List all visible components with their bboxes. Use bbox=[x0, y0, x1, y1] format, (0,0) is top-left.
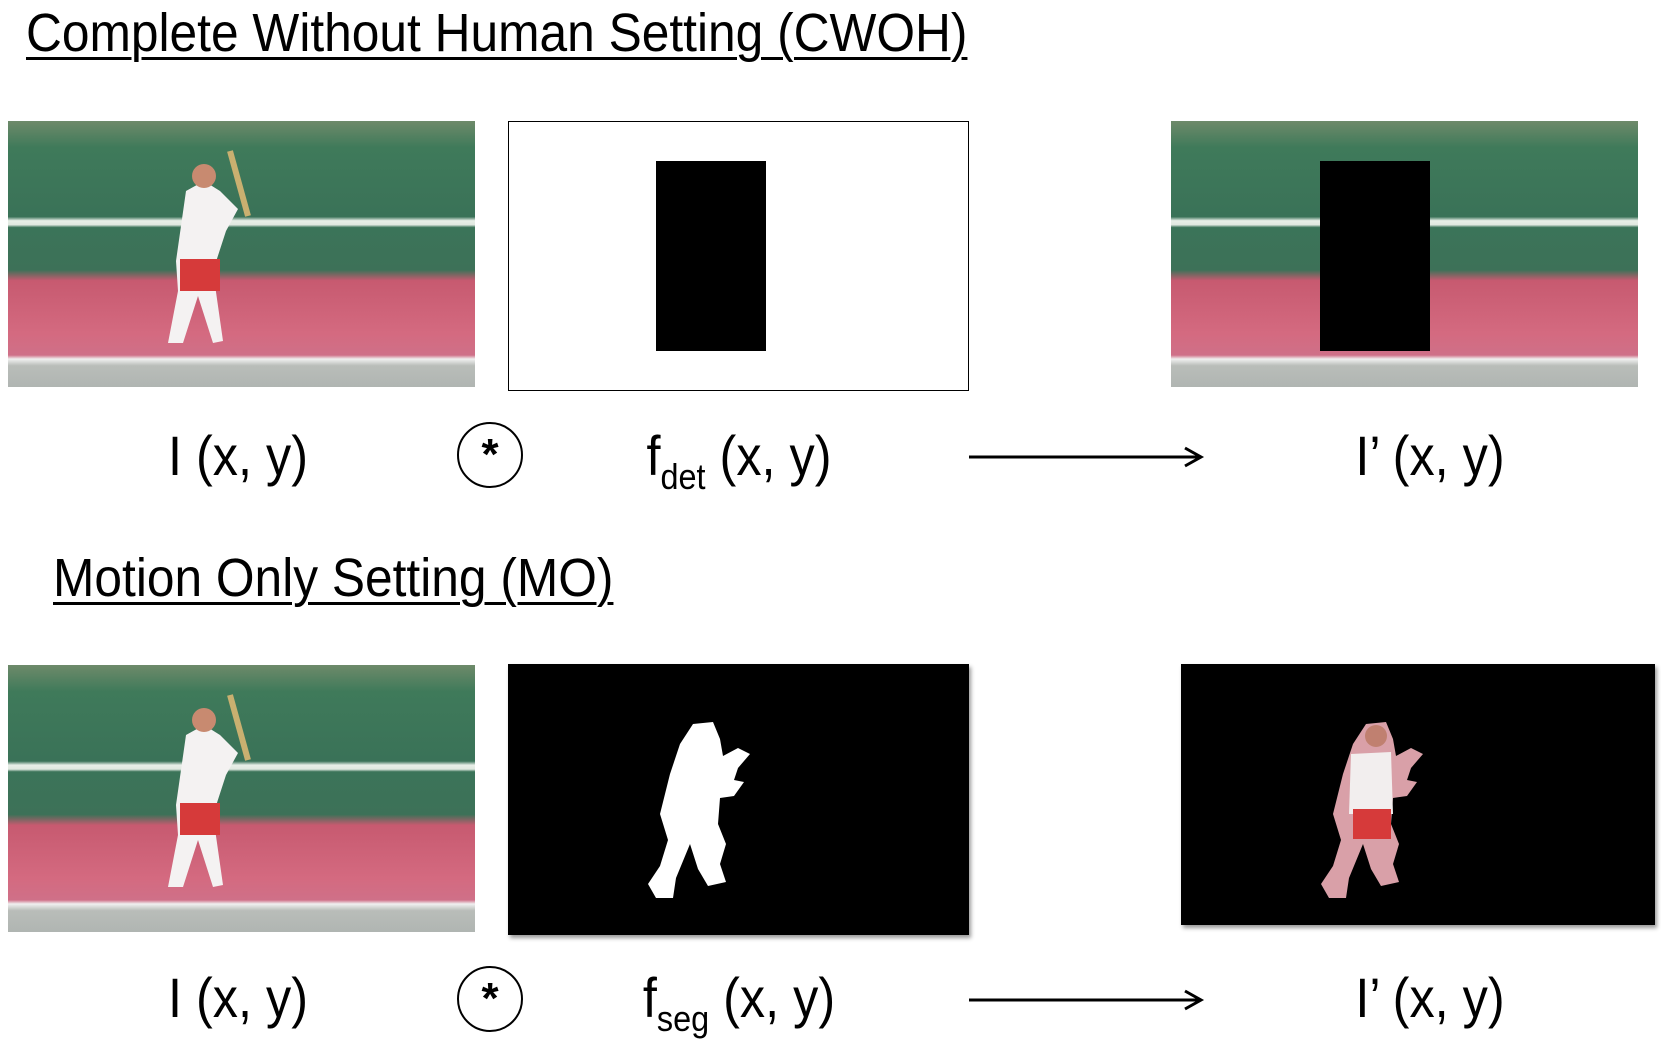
filter-base: f bbox=[646, 424, 661, 487]
segmented-player bbox=[1321, 722, 1423, 898]
filter-args: (x, y) bbox=[709, 966, 836, 1029]
operator-symbol: * bbox=[481, 430, 499, 479]
tennis-player-figure bbox=[168, 150, 251, 343]
segmentation-filter-mask bbox=[508, 664, 969, 935]
operator-symbol: * bbox=[481, 974, 499, 1023]
filter-args: (x, y) bbox=[705, 424, 832, 487]
input-frame-tennis bbox=[8, 665, 475, 932]
input-label: I (x, y) bbox=[168, 424, 308, 487]
arrow-right-icon bbox=[969, 989, 1205, 1011]
human-silhouette bbox=[648, 722, 750, 898]
convolution-operator-icon: * bbox=[457, 966, 523, 1032]
input-frame-tennis bbox=[8, 121, 475, 387]
input-label: I (x, y) bbox=[168, 966, 308, 1029]
section-title-mo: Motion Only Setting (MO) bbox=[53, 548, 614, 608]
tennis-player-figure bbox=[168, 694, 251, 887]
filter-label: fseg (x, y) bbox=[643, 970, 835, 1037]
output-frame-segmented bbox=[1181, 664, 1655, 925]
convolution-operator-icon: * bbox=[457, 422, 523, 488]
filter-subscript: det bbox=[660, 456, 706, 497]
detection-filter-mask bbox=[508, 121, 969, 391]
masked-human-box bbox=[1320, 161, 1430, 351]
detection-box bbox=[656, 161, 766, 351]
section-title-cwoh: Complete Without Human Setting (CWOH) bbox=[26, 3, 968, 63]
output-label: I’ (x, y) bbox=[1355, 424, 1505, 487]
arrow-right-icon bbox=[969, 446, 1205, 468]
filter-base: f bbox=[642, 966, 657, 1029]
output-frame-masked bbox=[1171, 121, 1638, 387]
output-label: I’ (x, y) bbox=[1355, 966, 1505, 1029]
filter-label: fdet (x, y) bbox=[646, 428, 831, 495]
filter-subscript: seg bbox=[656, 998, 710, 1039]
